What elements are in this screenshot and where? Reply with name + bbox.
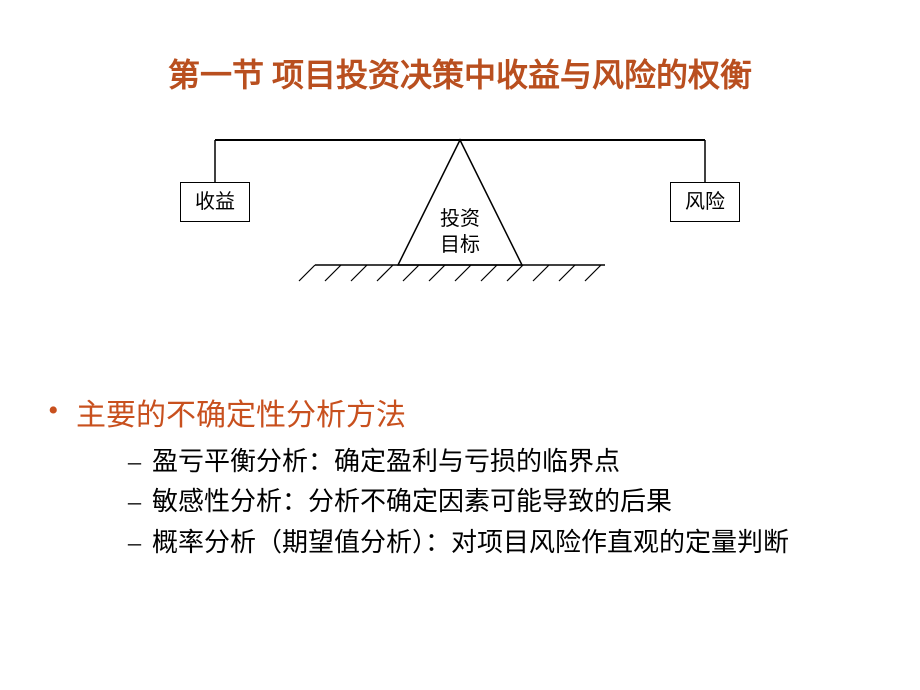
main-bullet-marker: • [48, 394, 59, 428]
right-box: 风险 [670, 182, 740, 222]
sub-bullet-marker: – [128, 442, 141, 482]
ground-hatches [299, 265, 601, 281]
sub-bullet-marker: – [128, 523, 141, 563]
sub-bullet-text: 敏感性分析：分析不确定因素可能导致的后果 [152, 487, 672, 516]
sub-bullet-text: 概率分析（期望值分析）：对项目风险作直观的定量判断 [152, 528, 789, 557]
sub-bullet-marker: – [128, 482, 141, 522]
sub-bullet-item: –敏感性分析：分析不确定因素可能导致的后果 [128, 482, 789, 522]
triangle-label: 投资目标 [416, 206, 504, 258]
left-box: 收益 [180, 182, 250, 222]
sub-bullet-list: –盈亏平衡分析：确定盈利与亏损的临界点–敏感性分析：分析不确定因素可能导致的后果… [128, 442, 789, 563]
main-bullet-text: 主要的不确定性分析方法 [76, 390, 406, 434]
slide-title: 第一节 项目投资决策中收益与风险的权衡 [0, 50, 920, 96]
sub-bullet-item: –盈亏平衡分析：确定盈利与亏损的临界点 [128, 442, 789, 482]
sub-bullet-text: 盈亏平衡分析：确定盈利与亏损的临界点 [152, 447, 620, 476]
sub-bullet-item: –概率分析（期望值分析）：对项目风险作直观的定量判断 [128, 523, 789, 563]
balance-diagram: 收益 风险 投资目标 [180, 130, 740, 310]
